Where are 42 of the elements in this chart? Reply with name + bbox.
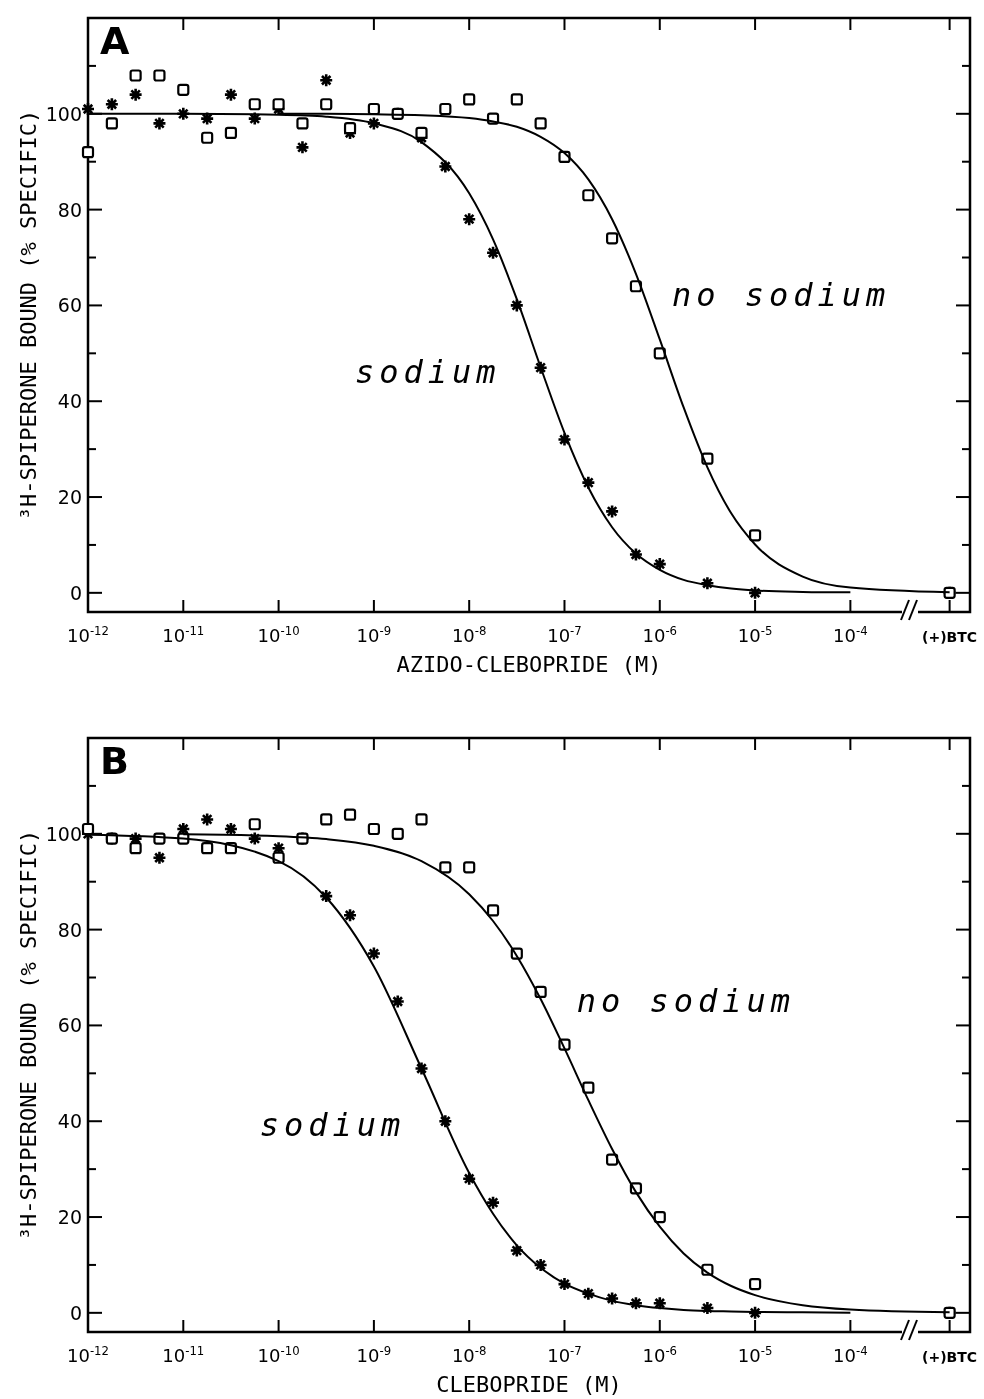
y-tick-label: 100 [45,822,82,845]
x-tick-label: 10$^{-9}$ [356,624,392,646]
chart-title: A [100,19,130,63]
x-tick-label: 10$^{-6}$ [642,624,678,646]
x-tick-label: 10$^{-4}$ [833,624,868,646]
y-tick-label: 20 [57,1206,82,1229]
x-tick-label: 10$^{-11}$ [162,1344,205,1366]
series-label: sodium [355,352,501,391]
y-tick-label: 60 [57,1014,82,1037]
x-tick-label: 10$^{-9}$ [356,1344,392,1366]
x-tick-label: 10$^{-11}$ [162,624,205,646]
y-tick-label: 60 [57,294,82,317]
x-tick-label: 10$^{-7}$ [547,624,582,646]
x-tick-label: 10$^{-8}$ [451,1344,487,1366]
x-tick-label: 10$^{-7}$ [547,1344,582,1366]
y-tick-label: 80 [57,918,82,941]
legend-label: no sodium [671,276,891,315]
y-axis-title: ³H-SPIPERONE BOUND (% SPECIFIC) [16,829,41,1241]
x-axis-title: AZIDO-CLEBOPRIDE (M) [396,652,662,677]
y-tick-label: 100 [45,102,82,125]
x-tick-label: 10$^{-10}$ [257,624,300,646]
x-axis-title: CLEBOPRIDE (M) [436,1372,622,1397]
x-tick-label: 10$^{-12}$ [67,1344,109,1366]
y-tick-label: 20 [57,486,82,509]
y-tick-label: 80 [57,198,82,221]
y-tick-label: 0 [69,1301,82,1324]
x-tick-label: 10$^{-4}$ [833,1344,868,1366]
x-tick-label: 10$^{-5}$ [737,624,773,646]
x-tick-label: (+)BTC [922,629,978,645]
x-tick-label: 10$^{-8}$ [451,624,487,646]
x-tick-label: 10$^{-10}$ [257,1344,300,1366]
y-tick-label: 40 [57,1110,82,1133]
x-tick-label: 10$^{-12}$ [67,624,109,646]
x-tick-label: 10$^{-6}$ [642,1344,678,1366]
y-tick-label: 0 [69,581,82,604]
x-tick-label: 10$^{-5}$ [737,1344,773,1366]
series-label: no sodium [576,981,796,1020]
y-axis-title: ³H-SPIPERONE BOUND (% SPECIFIC) [16,109,41,521]
chart-title: B [100,739,129,783]
y-tick-label: 40 [57,390,82,413]
series-label: sodium [259,1106,406,1145]
x-tick-label: (+)BTC [922,1349,978,1365]
